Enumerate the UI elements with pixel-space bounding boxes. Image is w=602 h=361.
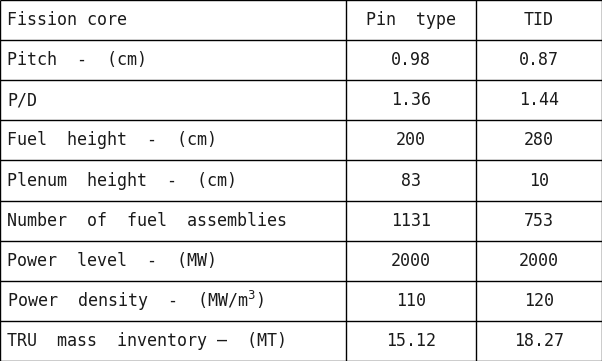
Text: P/D: P/D xyxy=(7,91,37,109)
Text: 2000: 2000 xyxy=(391,252,431,270)
Text: Fission core: Fission core xyxy=(7,11,127,29)
Text: 1.36: 1.36 xyxy=(391,91,431,109)
Text: 200: 200 xyxy=(396,131,426,149)
Text: 753: 753 xyxy=(524,212,554,230)
Text: Pin  type: Pin type xyxy=(366,11,456,29)
Text: 110: 110 xyxy=(396,292,426,310)
Text: 10: 10 xyxy=(529,171,549,190)
Text: TID: TID xyxy=(524,11,554,29)
Text: 0.98: 0.98 xyxy=(391,51,431,69)
Text: 15.12: 15.12 xyxy=(386,332,436,350)
Text: 280: 280 xyxy=(524,131,554,149)
Text: Pitch  -  (cm): Pitch - (cm) xyxy=(7,51,147,69)
Text: 0.87: 0.87 xyxy=(519,51,559,69)
Text: 18.27: 18.27 xyxy=(514,332,564,350)
Text: 1.44: 1.44 xyxy=(519,91,559,109)
Text: TRU  mass  inventory –  (MT): TRU mass inventory – (MT) xyxy=(7,332,287,350)
Text: 2000: 2000 xyxy=(519,252,559,270)
Text: 1131: 1131 xyxy=(391,212,431,230)
Text: Plenum  height  -  (cm): Plenum height - (cm) xyxy=(7,171,237,190)
Text: 120: 120 xyxy=(524,292,554,310)
Text: Number  of  fuel  assemblies: Number of fuel assemblies xyxy=(7,212,287,230)
Text: Power  density  -  (MW/m$^3$): Power density - (MW/m$^3$) xyxy=(7,289,264,313)
Text: Power  level  -  (MW): Power level - (MW) xyxy=(7,252,217,270)
Text: 83: 83 xyxy=(401,171,421,190)
Text: Fuel  height  -  (cm): Fuel height - (cm) xyxy=(7,131,217,149)
